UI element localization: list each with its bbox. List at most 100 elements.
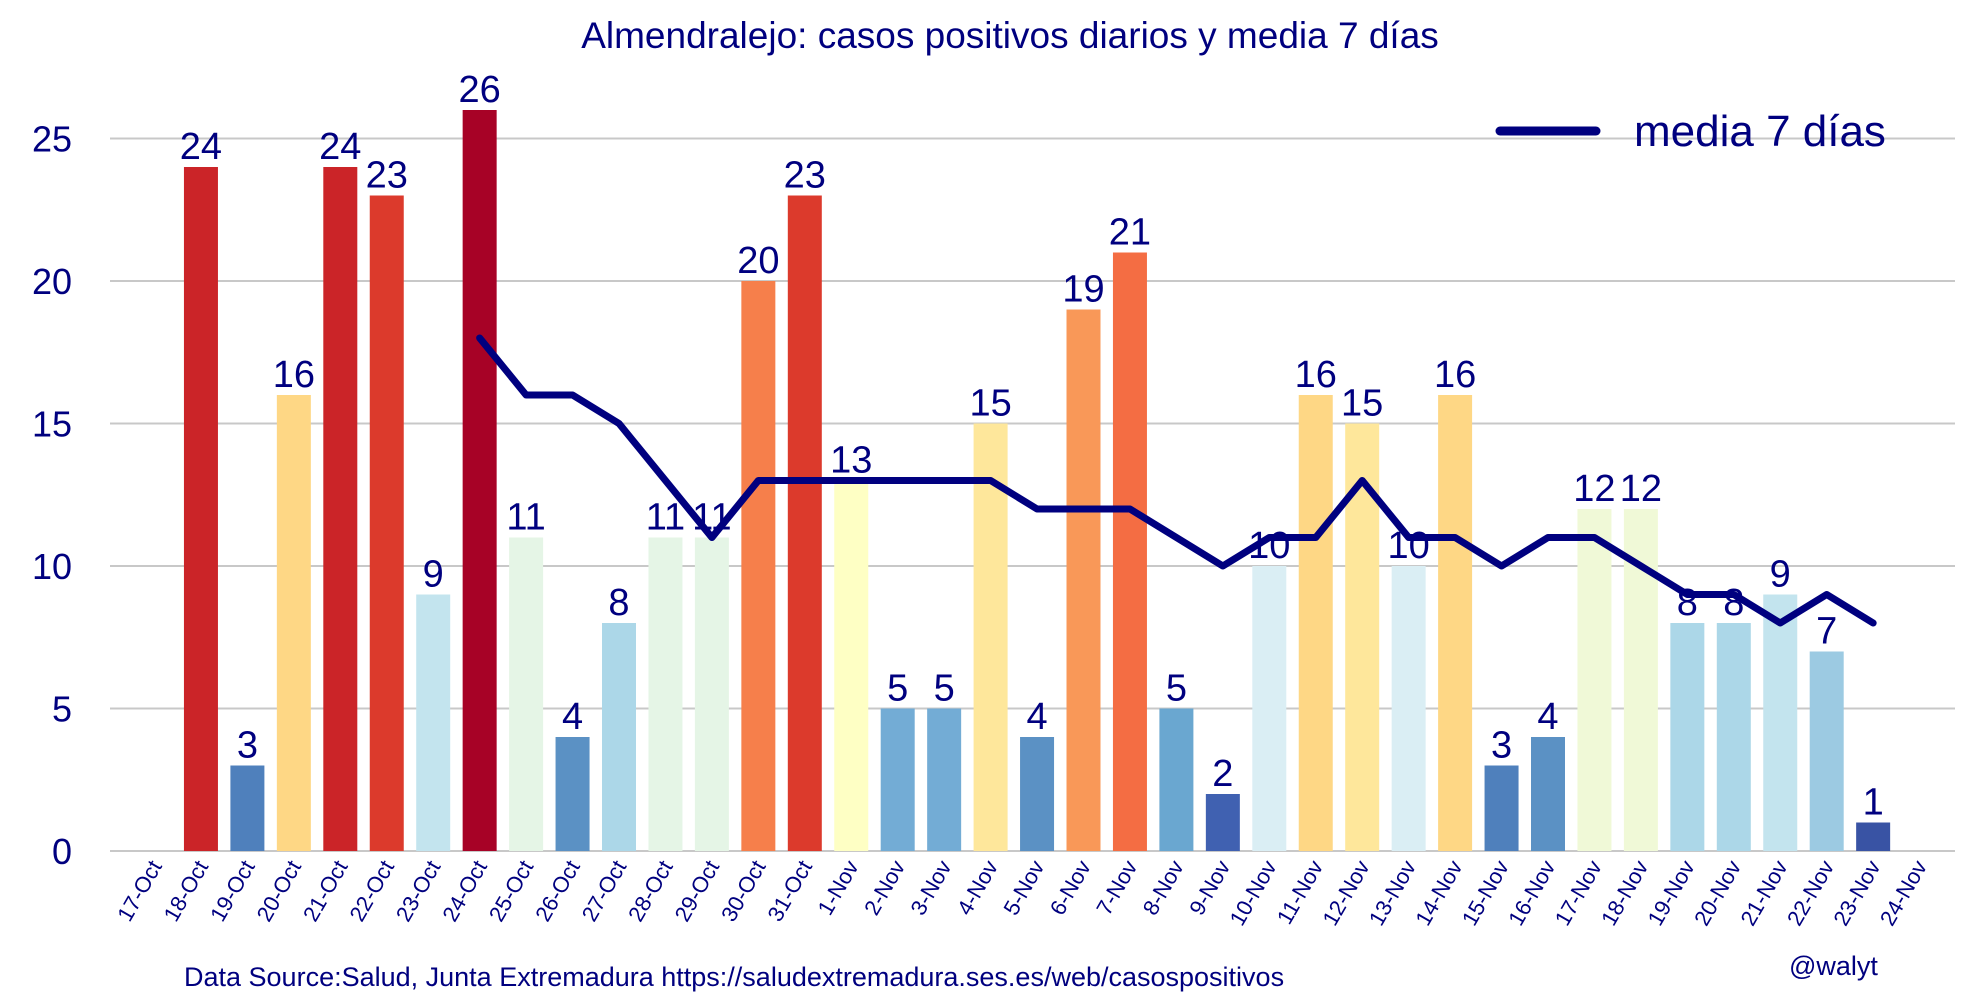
series-line (476, 334, 1877, 627)
bars (183, 110, 1891, 851)
bar (1763, 594, 1798, 851)
bar-value-label: 20 (737, 240, 779, 282)
x-tick-label: 29-Oct (670, 856, 725, 926)
bar-value-label: 9 (423, 554, 444, 596)
bar (1205, 794, 1240, 851)
x-axis-ticks: 17-Oct18-Oct19-Oct20-Oct21-Oct22-Oct23-O… (112, 856, 1932, 930)
bar (973, 423, 1008, 851)
bar-value-label: 7 (1816, 611, 1837, 653)
bar (1020, 737, 1055, 851)
bar-value-label: 4 (1026, 696, 1047, 738)
bar-value-label: 5 (887, 668, 908, 710)
x-tick-label: 21-Oct (298, 856, 353, 926)
bar (323, 167, 358, 851)
bar-value-label: 26 (459, 69, 501, 111)
x-tick-label: 30-Oct (716, 856, 771, 926)
x-tick-label: 1-Nov (813, 856, 864, 919)
x-tick-label: 24-Oct (437, 856, 492, 926)
bar-value-label: 23 (784, 155, 826, 197)
moving-average-line (476, 334, 1877, 627)
y-axis-ticks: 0 5 10 15 20 25 (32, 119, 72, 873)
bar-value-label: 16 (273, 354, 315, 396)
bar (276, 395, 311, 851)
bar-value-label: 12 (1573, 468, 1615, 510)
bar-value-label: 15 (1341, 383, 1383, 425)
bar (1670, 623, 1705, 851)
bar-value-label: 13 (830, 440, 872, 482)
bar-value-label: 10 (1248, 525, 1290, 567)
bar (462, 110, 497, 851)
y-tick-label: 10 (32, 546, 72, 587)
x-tick-label: 5-Nov (998, 856, 1049, 919)
bar-value-label: 4 (562, 696, 583, 738)
bar (1252, 566, 1287, 851)
bar-value-label: 8 (608, 582, 629, 624)
bar-value-label: 4 (1537, 696, 1558, 738)
y-tick-label: 25 (32, 119, 72, 160)
legend: media 7 días (1495, 107, 1886, 156)
bar (1856, 822, 1891, 851)
bar (369, 195, 404, 851)
y-tick-label: 0 (52, 831, 72, 872)
bar-value-label: 5 (1166, 668, 1187, 710)
bar (1391, 566, 1426, 851)
bar (555, 737, 590, 851)
bar (880, 708, 915, 851)
bar (1577, 509, 1612, 851)
x-tick-label: 9-Nov (1184, 856, 1235, 919)
bar (648, 537, 683, 851)
y-tick-label: 5 (52, 689, 72, 730)
bar (1298, 395, 1333, 851)
bar-value-label: 23 (366, 155, 408, 197)
bar-value-label: 21 (1109, 212, 1151, 254)
y-tick-label: 15 (32, 404, 72, 445)
bar-value-label: 12 (1620, 468, 1662, 510)
bar (694, 537, 729, 851)
bar (1716, 623, 1751, 851)
bar (602, 623, 636, 851)
x-tick-label: 23-Oct (391, 856, 446, 926)
bar-value-label: 5 (934, 668, 955, 710)
bar-value-label: 3 (1491, 725, 1512, 767)
x-tick-label: 24-Nov (1875, 856, 1932, 930)
x-tick-label: 6-Nov (1045, 856, 1096, 919)
bar (1438, 395, 1473, 851)
bar-value-label: 8 (1677, 582, 1698, 624)
bar-value-label: 15 (969, 383, 1011, 425)
legend-label: media 7 días (1634, 107, 1886, 156)
bar (1159, 708, 1194, 851)
bar (183, 167, 218, 851)
x-tick-label: 2-Nov (859, 856, 910, 919)
x-tick-label: 26-Oct (530, 856, 585, 926)
bar-value-label: 11 (506, 497, 545, 539)
bar (834, 480, 869, 851)
bar (1066, 309, 1101, 851)
x-tick-label: 3-Nov (905, 856, 956, 919)
bar-value-label: 1 (1863, 782, 1884, 824)
bar-value-label: 11 (646, 497, 685, 539)
x-tick-label: 7-Nov (1091, 856, 1142, 919)
bar-value-label: 24 (319, 126, 361, 168)
x-tick-label: 22-Oct (344, 856, 399, 926)
chart-title: Almendralejo: casos positivos diarios y … (581, 15, 1439, 56)
bar-value-label: 9 (1770, 554, 1791, 596)
bar-value-label: 2 (1212, 753, 1233, 795)
author-credit: @walyt (1789, 951, 1878, 981)
bar (1345, 423, 1380, 851)
bar (1809, 651, 1844, 851)
x-tick-label: 18-Oct (159, 856, 214, 926)
bar (1112, 252, 1147, 851)
bar (1484, 765, 1519, 851)
bar-value-label: 10 (1388, 525, 1430, 567)
bar (741, 281, 776, 851)
x-tick-label: 27-Oct (577, 856, 632, 926)
bar (509, 537, 544, 851)
x-tick-label: 31-Oct (762, 856, 817, 926)
bar (927, 708, 962, 851)
x-tick-label: 17-Oct (112, 856, 167, 926)
x-tick-label: 8-Nov (1138, 856, 1189, 919)
x-tick-label: 25-Oct (484, 856, 539, 926)
y-tick-label: 20 (32, 261, 72, 302)
